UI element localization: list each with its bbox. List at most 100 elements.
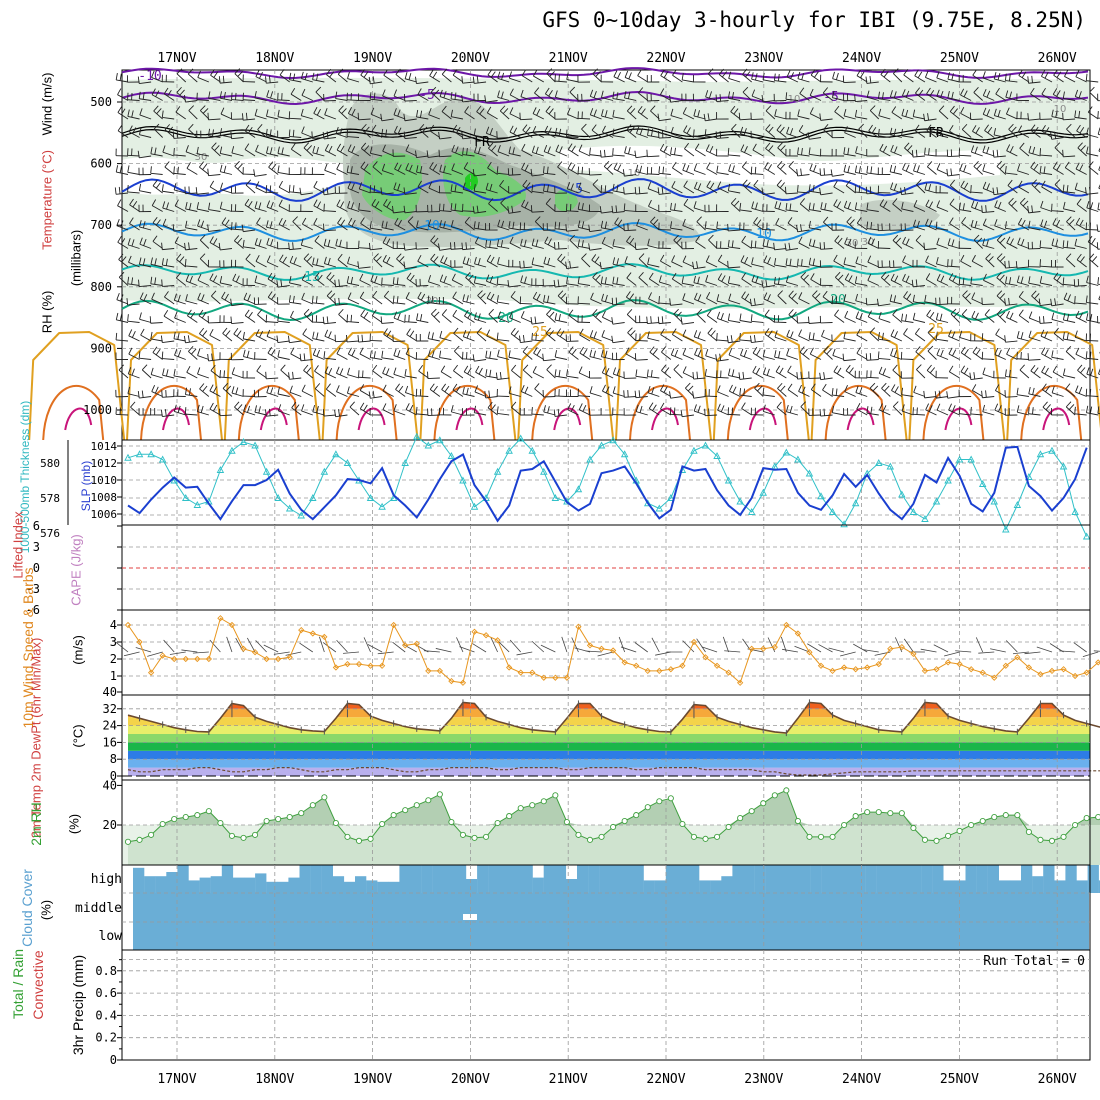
isotherm-35 [553, 407, 582, 431]
wind-barb [1086, 80, 1099, 83]
wind-barb [670, 396, 683, 399]
wind-barb [767, 637, 776, 653]
wind-barb [844, 207, 856, 212]
wind-barb-flag [624, 146, 627, 154]
wind-barb [231, 99, 244, 101]
wind-barb-flag [473, 221, 476, 229]
wind-barb-flag [1091, 256, 1098, 262]
wind-barb-flag [1009, 238, 1014, 246]
wind-barb-flag [984, 309, 990, 316]
wind-barb [233, 333, 244, 342]
wind-barb [153, 128, 163, 138]
wind-barb [925, 224, 937, 231]
wind-barb [1054, 184, 1064, 194]
wind-barb [708, 239, 718, 249]
wind-barb [510, 296, 521, 305]
wind-barb-flag [657, 316, 660, 324]
wind-barb-flag [316, 73, 319, 81]
wind-barb [1019, 147, 1030, 157]
wind-barb [509, 639, 522, 653]
wind-barb-flag [438, 203, 441, 211]
wind-barb [162, 340, 175, 343]
wind-barb [694, 298, 706, 305]
wind-barb-flag [1050, 298, 1053, 306]
wind-barb [522, 185, 533, 194]
wind-barb-flag [1074, 89, 1079, 97]
wind-barb [115, 641, 129, 653]
wind-barb-flag [360, 217, 365, 224]
wind-barb [1076, 223, 1087, 231]
wind-barb [913, 206, 926, 212]
wind-barb-flag [247, 294, 251, 302]
wind-barb [982, 151, 995, 157]
wind-barb-flag [601, 109, 604, 117]
wind-barb-flag [162, 368, 165, 376]
cloud-high-bar [399, 865, 411, 893]
wind-barb [867, 280, 879, 286]
wind-barb-flag [732, 165, 735, 173]
y-tick-label: 1012 [91, 457, 118, 470]
rh2m-axis-label: 2m RH [28, 802, 44, 846]
wind-barb-flag [438, 131, 440, 139]
wind-barb-flag [996, 272, 1002, 278]
wind-barb [912, 285, 925, 288]
wind-barb-flag [248, 311, 253, 319]
wind-barb-flag [696, 216, 702, 223]
y-tick-label: 32 [103, 702, 117, 716]
wind-barb [485, 189, 498, 194]
wind-barb-flag [187, 335, 190, 343]
wind-barb-flag [939, 313, 943, 321]
wind-barb-flag [577, 166, 580, 174]
wind-barb [834, 240, 845, 249]
wind-barb [601, 191, 614, 194]
wind-barb [800, 276, 810, 286]
wind-barb-flag [727, 223, 729, 231]
wind-barb-flag [382, 403, 387, 410]
wind-barb-flag [479, 108, 485, 115]
wind-barb-flag [347, 367, 350, 375]
wind-barb [705, 281, 718, 286]
wind-barb-flag [426, 150, 429, 158]
wind-barb [728, 319, 741, 323]
wind-barb-flag [486, 106, 492, 114]
wind-barb [993, 134, 1006, 138]
wind-barb-flag [948, 329, 952, 337]
wind-barb [1093, 650, 1100, 652]
wind-barb-flag [408, 314, 410, 322]
wind-barb [1076, 203, 1087, 212]
wind-barb-flag [429, 162, 434, 169]
wind-barb [220, 134, 233, 138]
wind-barb [370, 98, 383, 101]
wind-barb-flag [638, 253, 645, 259]
wind-barb-flag [925, 199, 930, 207]
wind-barb-flag [235, 387, 239, 395]
wind-barb [1065, 406, 1076, 416]
wind-barb-flag [1064, 161, 1070, 168]
thickness-point [1002, 525, 1010, 533]
wind-barb [994, 206, 1006, 212]
wind-barb-flag [237, 404, 243, 411]
rh-point [344, 833, 351, 840]
wind-barb-flag [822, 290, 828, 298]
wind-barb [682, 322, 695, 325]
wind-barb-flag [717, 254, 723, 262]
wind-barb [902, 280, 914, 286]
wind-barb-flag [785, 404, 789, 412]
wind-barb-flag [430, 253, 436, 260]
wind-barb [1086, 412, 1099, 416]
wind-barb-flag [843, 147, 846, 155]
wind-barb-flag [731, 92, 735, 100]
wind-barb-flag [451, 144, 455, 152]
wind-barb [705, 118, 718, 122]
wind-barb [1018, 131, 1030, 138]
wind-barb-flag [1089, 351, 1092, 359]
wind-barb [266, 96, 279, 101]
wind-barb [740, 354, 752, 360]
wind-barb-flag [351, 349, 356, 357]
wind-barb [243, 118, 256, 121]
wind-barb-flag [1005, 369, 1007, 377]
wind-barb-flag [936, 162, 941, 170]
wind-barb [522, 351, 533, 360]
wind-barb-flag [1044, 71, 1049, 79]
rh-point [228, 832, 235, 839]
